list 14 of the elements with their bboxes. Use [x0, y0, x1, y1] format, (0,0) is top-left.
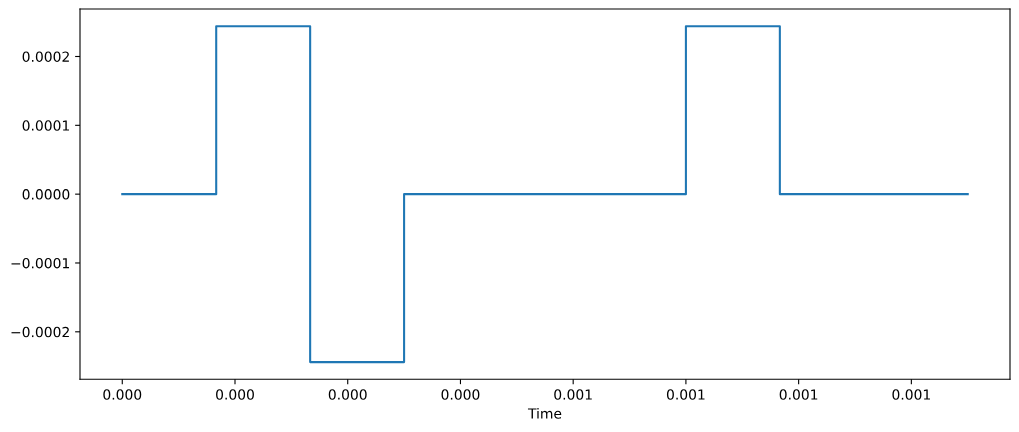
x-tick-label: 0.001	[666, 389, 705, 400]
x-tick-label: 0.001	[779, 389, 818, 400]
y-tick-label: −0.0002	[11, 326, 69, 338]
x-tick-label: 0.000	[103, 389, 142, 400]
x-tick-label: 0.000	[441, 389, 480, 400]
x-axis-title: Time	[527, 408, 562, 419]
x-tick-label: 0.000	[328, 389, 367, 400]
y-tick-label: 0.0001	[22, 120, 69, 131]
y-tick-label: −0.0001	[11, 257, 69, 269]
x-tick-label: 0.000	[216, 389, 254, 400]
x-tick-label: 0.001	[892, 389, 930, 400]
x-tick-label: 0.001	[554, 389, 592, 400]
y-tick-label: 0.0000	[22, 189, 70, 200]
y-tick-label: 0.0002	[22, 51, 69, 62]
